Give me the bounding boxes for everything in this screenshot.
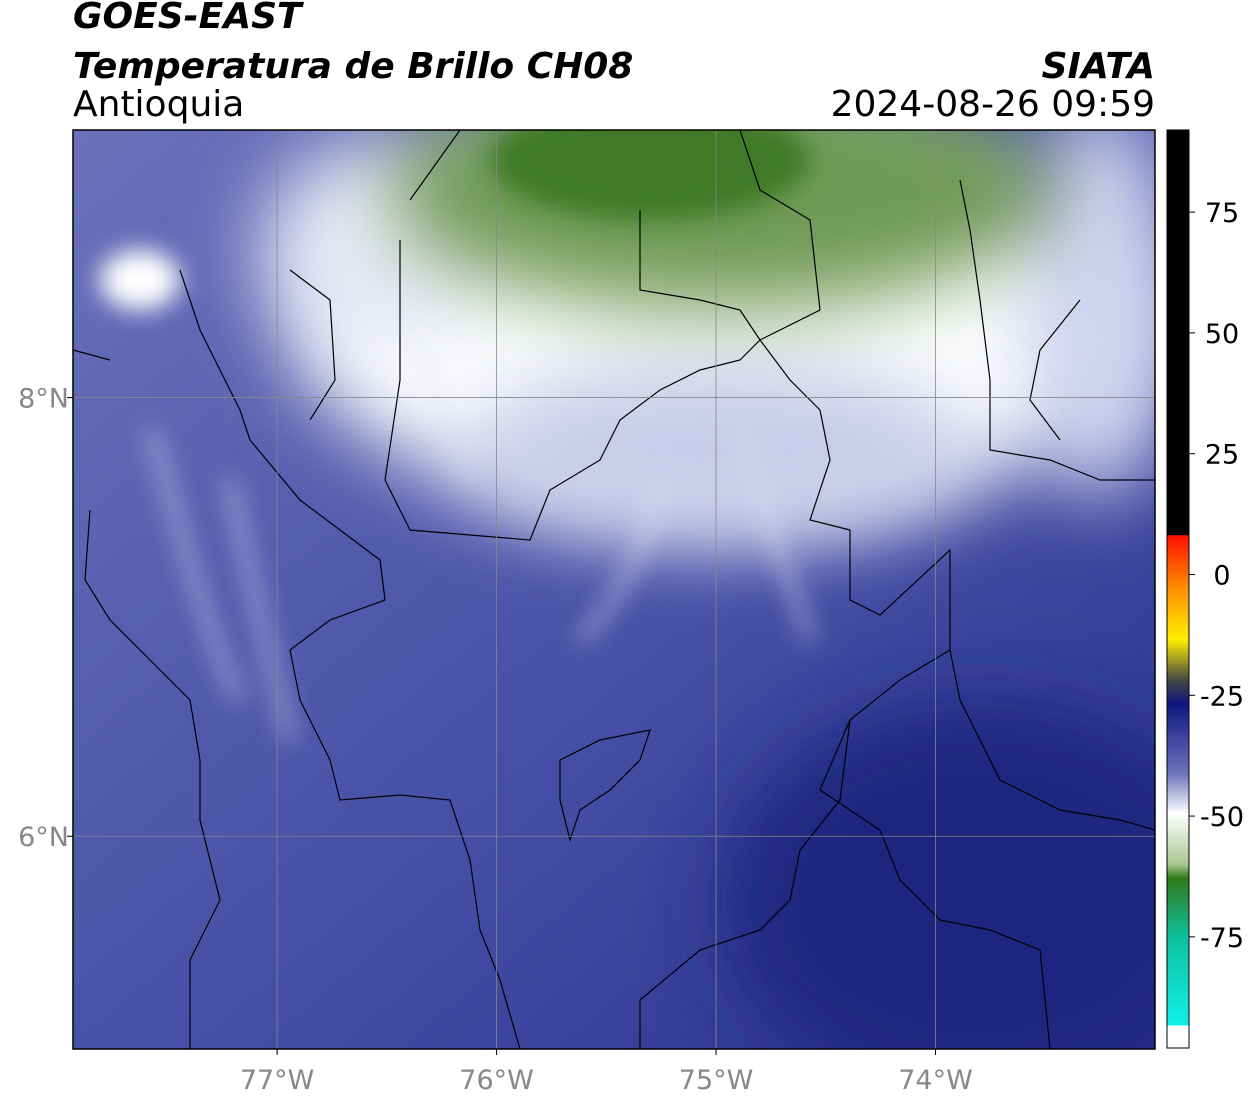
- timestamp: 2024-08-26 09:59: [831, 84, 1155, 125]
- source: SIATA: [1042, 46, 1155, 87]
- colorbar-tick-label: 50: [1205, 319, 1239, 350]
- y-tick-label: 6°N: [18, 822, 69, 853]
- map-frame: [72, 129, 1156, 1050]
- map-image: [73, 130, 1155, 1049]
- x-tick-label: 75°W: [679, 1065, 754, 1096]
- region: Antioquia: [73, 84, 244, 125]
- x-tick-label: 76°W: [459, 1065, 534, 1096]
- title: GOES-EAST: [73, 0, 304, 37]
- colorbar: [1166, 129, 1190, 1049]
- x-tick-label: 77°W: [240, 1065, 315, 1096]
- x-tick-label: 74°W: [898, 1065, 973, 1096]
- colorbar-tick-label: -50: [1200, 802, 1244, 833]
- colorbar-tick-label: 0: [1213, 561, 1230, 592]
- colorbar-ticks: -75 -50 -25 0 25 50 75: [1189, 198, 1244, 954]
- y-tick-label: 8°N: [18, 384, 69, 415]
- colorbar-tick-label: -25: [1200, 681, 1244, 712]
- colorbar-tick-label: -75: [1200, 923, 1244, 954]
- colorbar-tick-label: 25: [1205, 440, 1239, 471]
- subtitle: Temperatura de Brillo CH08: [73, 46, 633, 87]
- colorbar-tick-label: 75: [1205, 198, 1239, 229]
- grid: [73, 130, 1155, 1049]
